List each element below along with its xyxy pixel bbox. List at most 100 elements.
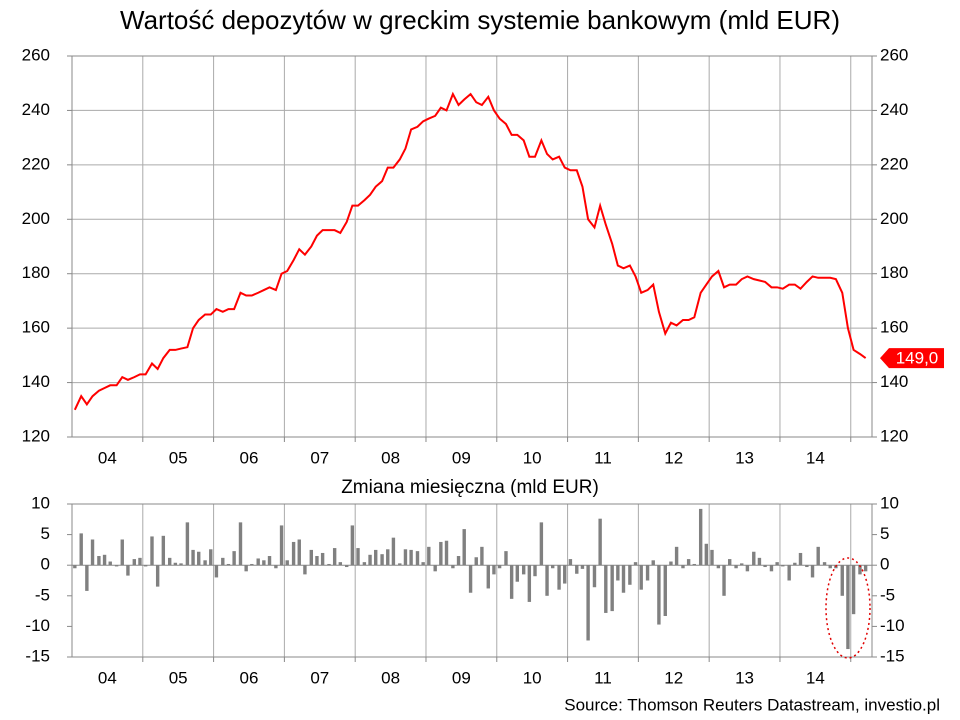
x-tick-label: 11 bbox=[594, 448, 612, 467]
y-tick-label: 260 bbox=[22, 45, 50, 64]
bar bbox=[73, 565, 77, 569]
x-tick-label: 07 bbox=[310, 668, 329, 687]
bar bbox=[828, 565, 832, 569]
chart-title: Wartość depozytów w greckim systemie ban… bbox=[120, 5, 840, 35]
bar bbox=[480, 546, 484, 566]
bar bbox=[863, 565, 868, 572]
bar bbox=[285, 560, 289, 566]
bar bbox=[102, 554, 107, 566]
value-label: 149,0 bbox=[896, 349, 939, 368]
bar bbox=[274, 565, 278, 569]
bar bbox=[698, 508, 703, 566]
bar bbox=[851, 565, 856, 615]
y2-tick-label: 240 bbox=[880, 100, 908, 119]
bar bbox=[769, 565, 774, 572]
x-tick-label: 04 bbox=[98, 448, 117, 467]
plot-frame bbox=[71, 503, 873, 658]
x-tick-label: 09 bbox=[452, 668, 471, 687]
bar bbox=[90, 539, 95, 566]
bar bbox=[250, 563, 254, 566]
bar bbox=[256, 558, 260, 566]
bar bbox=[386, 549, 390, 566]
bar bbox=[320, 552, 325, 566]
highlight-ellipse bbox=[825, 557, 871, 659]
bar bbox=[657, 565, 661, 625]
line bbox=[73, 91, 867, 411]
bar bbox=[143, 565, 148, 567]
y-tick-label: -5 bbox=[35, 585, 50, 604]
bar bbox=[610, 565, 614, 612]
bar bbox=[692, 563, 697, 566]
y-tick-label: 160 bbox=[22, 318, 50, 337]
plot-frame bbox=[71, 55, 873, 438]
bar bbox=[338, 562, 343, 566]
bar bbox=[132, 559, 137, 566]
bar bbox=[568, 559, 573, 566]
bar bbox=[793, 562, 797, 566]
x-tick-label: 08 bbox=[381, 448, 400, 467]
bar bbox=[604, 565, 608, 613]
bar bbox=[592, 565, 597, 588]
bar bbox=[752, 551, 756, 566]
bar bbox=[350, 525, 355, 566]
bar bbox=[267, 556, 272, 566]
bar bbox=[492, 565, 496, 575]
bar bbox=[663, 565, 667, 616]
bar bbox=[138, 557, 142, 566]
chart-subtitle: Zmiana miesięczna (mld EUR) bbox=[341, 477, 599, 498]
bar bbox=[155, 565, 160, 587]
y2-tick-label: 10 bbox=[880, 493, 899, 512]
bar bbox=[858, 565, 862, 575]
bar bbox=[185, 522, 190, 566]
y-tick-label: 240 bbox=[22, 100, 50, 119]
bar bbox=[356, 548, 360, 566]
bar bbox=[816, 546, 820, 566]
bar bbox=[563, 565, 567, 584]
y-tick-label: 0 bbox=[41, 555, 50, 574]
y2-tick-label: 260 bbox=[880, 45, 908, 64]
bar bbox=[504, 551, 508, 566]
bar bbox=[527, 565, 532, 602]
y2-tick-label: 160 bbox=[880, 318, 908, 337]
bar bbox=[681, 565, 685, 569]
x-tick-label: 04 bbox=[98, 668, 117, 687]
bar bbox=[846, 565, 850, 650]
bar bbox=[221, 557, 225, 566]
bar bbox=[497, 565, 502, 569]
x-tick-label: 08 bbox=[381, 668, 400, 687]
x-tick-label: 09 bbox=[452, 448, 471, 467]
bar bbox=[203, 560, 207, 566]
bar bbox=[840, 565, 844, 596]
y-tick-label: 10 bbox=[31, 493, 50, 512]
x-tick-label: 11 bbox=[594, 668, 612, 687]
x-tick-label: 10 bbox=[523, 448, 542, 467]
bar bbox=[551, 565, 555, 569]
x-tick-label: 13 bbox=[735, 448, 754, 467]
y-tick-label: 200 bbox=[22, 209, 50, 228]
x-tick-label: 10 bbox=[523, 668, 542, 687]
y2-tick-label: -5 bbox=[880, 585, 895, 604]
y2-tick-label: 180 bbox=[880, 263, 908, 282]
bar bbox=[633, 562, 638, 566]
bar bbox=[279, 525, 284, 566]
bar bbox=[740, 563, 744, 566]
bar bbox=[197, 551, 201, 566]
bar bbox=[686, 559, 691, 566]
y2-tick-label: 5 bbox=[880, 524, 889, 543]
source-note: Source: Thomson Reuters Datastream, inve… bbox=[564, 695, 940, 714]
y2-tick-label: -10 bbox=[880, 616, 905, 635]
bar bbox=[315, 556, 319, 566]
x-tick-label: 12 bbox=[664, 668, 683, 687]
bar bbox=[462, 529, 466, 566]
y-tick-label: 220 bbox=[22, 154, 50, 173]
bar bbox=[126, 565, 130, 576]
bar bbox=[421, 562, 425, 566]
y-tick-label: 180 bbox=[22, 263, 50, 282]
bar bbox=[291, 541, 296, 566]
y2-tick-label: 140 bbox=[880, 372, 908, 391]
bar bbox=[616, 565, 620, 581]
bar bbox=[621, 565, 626, 593]
x-tick-label: 14 bbox=[806, 448, 825, 467]
x-tick-label: 07 bbox=[310, 448, 329, 467]
